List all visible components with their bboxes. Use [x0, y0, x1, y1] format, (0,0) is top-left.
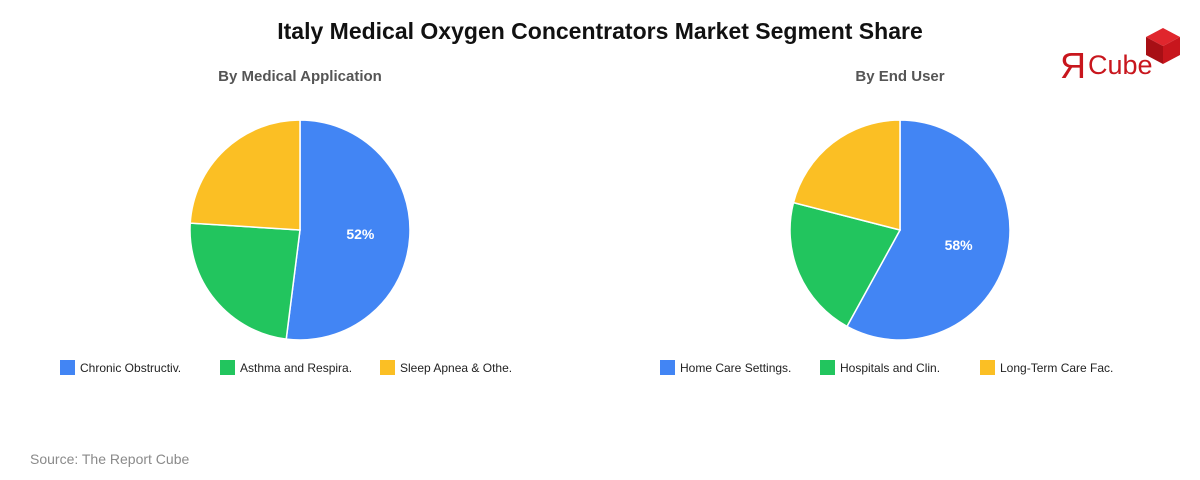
legend-medical-application: Chronic Obstructiv. Asthma and Respira. …	[0, 360, 600, 380]
slice-value-label: 58%	[945, 237, 974, 253]
legend-end-user: Home Care Settings. Hospitals and Clin. …	[600, 360, 1200, 380]
legend-label: Sleep Apnea & Othe.	[400, 360, 513, 375]
source-note: Source: The Report Cube	[30, 451, 190, 467]
slice-value-label: 52%	[346, 226, 375, 242]
logo-text: ЯCube	[1060, 44, 1153, 84]
legend-label: Asthma and Respira.	[240, 360, 353, 375]
pie-chart-medical-application: 52%	[189, 119, 411, 341]
chart-title-medical-application: By Medical Application	[218, 68, 382, 85]
pie-slice[interactable]	[845, 119, 1011, 341]
logo: ЯCube	[1060, 26, 1185, 84]
legend-swatch	[820, 360, 835, 375]
pie-slice[interactable]	[189, 119, 301, 231]
pie-slice[interactable]	[792, 119, 901, 231]
legend-item[interactable]: Home Care Settings.	[660, 360, 791, 375]
legend-item[interactable]: Asthma and Respira.	[220, 360, 352, 375]
legend-item[interactable]: Long-Term Care Fac.	[980, 360, 1113, 375]
page-title: Italy Medical Oxygen Concentrators Marke…	[277, 18, 923, 44]
pie-slice[interactable]	[789, 201, 902, 328]
logo-mark: Я	[1060, 45, 1086, 86]
legend-swatch	[60, 360, 75, 375]
legend-item[interactable]: Chronic Obstructiv.	[60, 360, 181, 375]
legend-swatch	[980, 360, 995, 375]
legend-label: Home Care Settings.	[680, 360, 792, 375]
legend-swatch	[220, 360, 235, 375]
logo-word: Cube	[1088, 50, 1153, 80]
pie-slice[interactable]	[285, 119, 411, 341]
legend-swatch	[660, 360, 675, 375]
pie-chart-end-user: 58%	[789, 119, 1011, 341]
legend-label: Chronic Obstructiv.	[80, 360, 182, 375]
legend-item[interactable]: Sleep Apnea & Othe.	[380, 360, 512, 375]
cube-icon	[1146, 28, 1180, 64]
legend-label: Hospitals and Clin.	[840, 360, 941, 375]
chart-title-end-user: By End User	[855, 68, 945, 85]
legend-item[interactable]: Hospitals and Clin.	[820, 360, 940, 375]
pie-slice[interactable]	[189, 222, 301, 340]
legend-label: Long-Term Care Fac.	[1000, 360, 1114, 375]
legend-swatch	[380, 360, 395, 375]
